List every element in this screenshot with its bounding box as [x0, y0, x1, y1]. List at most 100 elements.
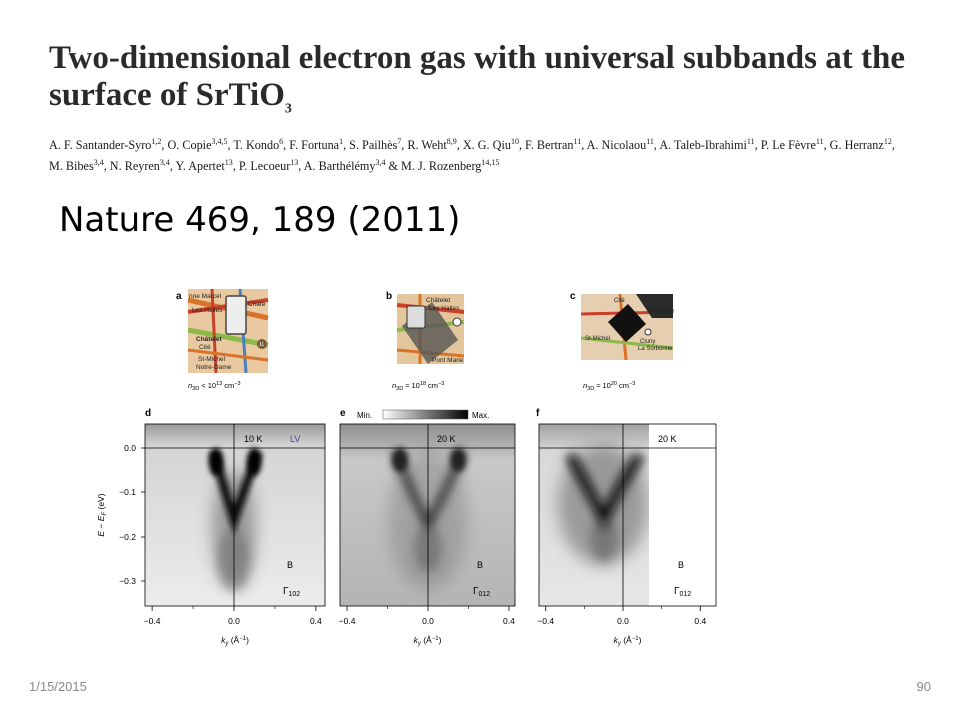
author-name: A. Nicolaou11	[586, 137, 654, 153]
map-label: 11	[259, 342, 264, 348]
title-text: Two-dimensional electron gas with univer…	[49, 40, 905, 113]
author-name: T. Kondo6	[233, 137, 284, 153]
author-affiliation: 11	[573, 137, 582, 146]
spectral-intensity-f	[558, 445, 648, 565]
paper-title: Two-dimensional electron gas with univer…	[49, 40, 909, 128]
author-name: G. Herranz12	[829, 137, 892, 153]
panel-b: b Châtelet Les Halles Pont Marie n3D ≈ 1…	[386, 291, 465, 392]
x-tick-label: 0.4	[694, 616, 706, 626]
map-label: Châtelet	[426, 297, 450, 304]
x-tick-label: 0.0	[228, 616, 240, 626]
arpes-panel-d: d	[144, 408, 326, 607]
author-affiliation: 7	[397, 137, 402, 146]
map-label: Notre-Dame	[196, 364, 232, 371]
metro-map-c	[580, 293, 674, 361]
arpes-panel-e: e	[339, 408, 516, 607]
author-affiliation: 6	[279, 137, 284, 146]
map-label: Les Halles	[429, 305, 460, 312]
panel-letter-b: b	[386, 291, 392, 302]
title-subscript: 3	[284, 101, 292, 117]
polarization-label: LV	[290, 434, 300, 444]
band-label: B	[287, 560, 293, 570]
author-affiliation: 13	[290, 158, 299, 168]
temperature-label: 20 K	[437, 434, 456, 444]
author-affiliation: 11	[746, 137, 755, 146]
author-name: A. Barthélémy3,4	[303, 158, 386, 174]
panel-c: c Cité Pont Mar St-Michel Cluny La Sorbo…	[570, 291, 674, 392]
author-name: & M. J. Rozenberg14,15	[388, 158, 500, 174]
panel-letter-f: f	[536, 408, 540, 419]
density-label-c: n3D ≈ 1020 cm−3	[583, 381, 635, 392]
x-tick-label: 0.0	[617, 616, 629, 626]
author-affiliation: 12	[883, 137, 892, 146]
gamma-point-label: Γ012	[473, 586, 490, 598]
temperature-label: 10 K	[244, 434, 263, 444]
author-affiliation: 1	[339, 137, 344, 146]
author-name: A. Taleb-Ibrahimi11	[659, 137, 755, 153]
x-tick-label: 0.4	[503, 616, 515, 626]
panel-letter-c: c	[570, 291, 576, 302]
author-name: Y. Apertet13	[175, 158, 233, 174]
x-tick-label: −0.4	[339, 616, 356, 626]
author-affiliation: 11	[815, 137, 824, 146]
map-label: La Sorbonne	[638, 346, 673, 352]
page-number: 90	[916, 679, 931, 694]
map-label: Pont Marie	[432, 357, 464, 364]
panel-letter-a: a	[176, 291, 182, 302]
author-name: F. Bertran11	[525, 137, 582, 153]
author-name: P. Le Fèvre11	[760, 137, 824, 153]
author-name: A. F. Santander-Syro1,2	[49, 137, 162, 153]
map-label: Cité	[199, 344, 211, 351]
metro-map-b	[396, 294, 465, 364]
x-tick-label: 0.4	[310, 616, 322, 626]
author-affiliation: 8,9	[446, 137, 457, 146]
y-tick-label: 0.0	[124, 443, 136, 453]
band-label: B	[477, 560, 483, 570]
arpes-panel-f: f	[536, 408, 717, 607]
colorbar-max: Max.	[472, 411, 489, 420]
map-label: Pont Mar	[650, 309, 674, 315]
metro-map-a	[187, 288, 269, 374]
map-label: Châte	[248, 301, 266, 308]
map-label: Cluny	[640, 339, 655, 345]
author-affiliation: 3,4	[375, 158, 386, 168]
footer-date: 1/15/2015	[29, 679, 87, 694]
panel-letter-d: d	[145, 408, 151, 419]
author-affiliation: 13	[224, 158, 233, 168]
x-axis-label: ky (Å−1)	[221, 635, 249, 647]
author-name: S. Pailhès7	[349, 137, 402, 153]
author-affiliation: 11	[646, 137, 654, 146]
author-name: F. Fortuna1	[289, 137, 344, 153]
author-name: N. Reyren3,4	[109, 158, 170, 174]
colorbar: Min. Max.	[357, 409, 489, 420]
colorbar-min: Min.	[357, 411, 372, 420]
map-label: Les Halles	[192, 307, 223, 314]
author-affiliation: 3,4	[159, 158, 170, 168]
author-name: P. Lecoeur13	[238, 158, 299, 174]
density-label-a: n3D < 1013 cm−3	[188, 381, 241, 392]
y-tick-label: −0.3	[119, 576, 136, 586]
author-name: R. Weht8,9	[407, 137, 457, 153]
temperature-label: 20 K	[658, 434, 677, 444]
map-label: St-Michel	[198, 356, 226, 363]
map-label: Châtelet	[196, 336, 222, 343]
author-affiliation: 3,4	[93, 158, 104, 168]
y-tick-label: −0.2	[119, 532, 136, 542]
author-name: X. G. Qiu10	[462, 137, 519, 153]
y-tick-label: −0.1	[119, 487, 136, 497]
map-label: St-Michel	[585, 336, 610, 342]
author-name: M. Bibes3,4	[49, 158, 104, 174]
author-affiliation: 1,2	[151, 137, 162, 146]
author-affiliation: 3,4,5	[211, 137, 228, 146]
x-tick-label: 0.0	[422, 616, 434, 626]
author-affiliation: 14,15	[481, 158, 500, 168]
panel-a: a nne Marcel Les Halles Châte Châtelet C…	[176, 288, 269, 392]
x-tick-label: −0.4	[144, 616, 161, 626]
map-label: Cité	[614, 298, 625, 304]
gamma-point-label: Γ012	[674, 586, 691, 598]
author-list: A. F. Santander-Syro1,2, O. Copie3,4,5, …	[49, 137, 895, 174]
gamma-point-label: Γ102	[283, 586, 300, 598]
citation: Nature 469, 189 (2011)	[59, 200, 461, 240]
map-label: nne Marcel	[189, 293, 222, 300]
